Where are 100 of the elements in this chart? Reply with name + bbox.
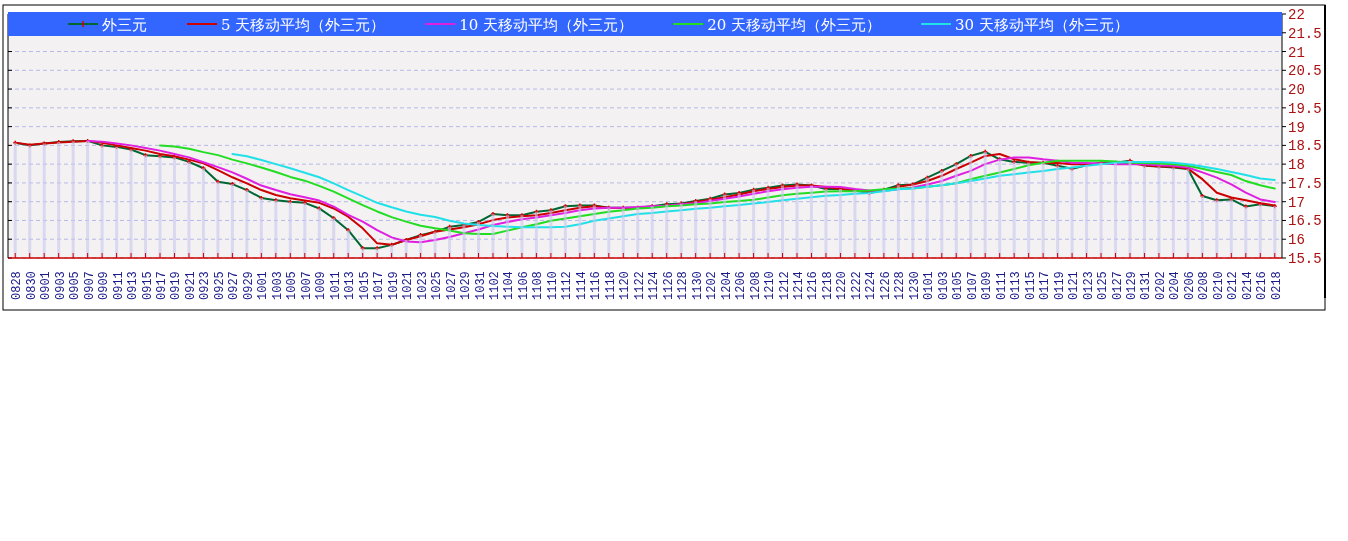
- y-tick-label: 15.5: [1288, 251, 1322, 267]
- x-tick-label: 1001: [256, 271, 271, 300]
- x-tick-label: 1025: [430, 271, 445, 300]
- x-tick-label: 1019: [386, 271, 401, 300]
- x-tick-label: 1224: [864, 271, 879, 300]
- x-tick-label: 1027: [444, 271, 459, 300]
- x-tick-label: 1222: [849, 271, 864, 300]
- y-tick-label: 17.5: [1288, 175, 1322, 192]
- x-tick-label: 1124: [647, 271, 662, 300]
- x-tick-label: 1023: [415, 271, 430, 300]
- x-tick-label: 0911: [111, 271, 126, 300]
- x-tick-label: 1118: [603, 271, 618, 300]
- x-tick-label: 0107: [965, 271, 980, 300]
- legend-label: 30 天移动平均（外三元）: [955, 16, 1129, 34]
- x-tick-label: 1029: [459, 271, 474, 300]
- x-tick-label: 0101: [922, 271, 937, 300]
- x-tick-label: 0127: [1110, 271, 1125, 300]
- x-tick-label: 0109: [980, 271, 995, 300]
- x-tick-label: 0216: [1255, 271, 1270, 300]
- x-tick-label: 0921: [183, 271, 198, 300]
- x-tick-label: 1126: [661, 271, 676, 300]
- x-tick-label: 1202: [705, 271, 720, 300]
- x-tick-label: 1112: [560, 271, 575, 300]
- x-tick-label: 0113: [1009, 271, 1024, 300]
- legend-label: 20 天移动平均（外三元）: [707, 16, 882, 34]
- x-tick-label: 0208: [1197, 271, 1212, 300]
- x-tick-label: 1208: [748, 271, 763, 300]
- y-tick-label: 18.5: [1288, 138, 1322, 155]
- x-tick-label: 1206: [734, 271, 749, 300]
- y-tick-label: 18: [1288, 157, 1305, 174]
- x-tick-label: 0214: [1240, 271, 1255, 300]
- x-tick-label: 1230: [907, 271, 922, 300]
- x-tick-label: 1120: [618, 271, 633, 300]
- y-tick-label: 20.5: [1288, 63, 1322, 80]
- x-tick-label: 1218: [820, 271, 835, 300]
- x-tick-label: 0909: [97, 271, 112, 300]
- x-tick-label: 0917: [155, 271, 170, 300]
- x-tick-label: 1216: [806, 271, 821, 300]
- y-tick-label: 21.5: [1288, 25, 1322, 42]
- x-tick-label: 0119: [1052, 271, 1067, 300]
- x-tick-label: 1214: [792, 271, 807, 300]
- y-tick-label: 22: [1288, 7, 1305, 23]
- x-tick-label: 1011: [328, 271, 343, 300]
- x-tick-label: 1220: [835, 271, 850, 300]
- x-tick-label: 0903: [53, 271, 68, 300]
- x-tick-label: 0117: [1038, 271, 1053, 300]
- x-tick-label: 0925: [212, 271, 227, 300]
- x-tick-label: 1204: [719, 271, 734, 300]
- x-tick-label: 1017: [372, 271, 387, 300]
- x-tick-label: 0828: [10, 271, 25, 300]
- x-tick-label: 0129: [1124, 271, 1139, 300]
- x-tick-label: 0905: [68, 271, 83, 300]
- x-tick-label: 0121: [1067, 271, 1082, 300]
- x-tick-label: 1130: [690, 271, 705, 300]
- x-tick-label: 1005: [285, 271, 300, 300]
- x-tick-label: 1021: [401, 271, 416, 300]
- x-tick-label: 1212: [777, 271, 792, 300]
- x-tick-label: 1104: [502, 271, 517, 300]
- x-tick-label: 0131: [1139, 271, 1154, 300]
- y-tick-label: 21: [1288, 44, 1305, 61]
- x-tick-label: 0919: [169, 271, 184, 300]
- x-tick-label: 0202: [1153, 271, 1168, 300]
- x-tick-label: 1013: [343, 271, 358, 300]
- x-tick-label: 1108: [531, 271, 546, 300]
- x-tick-label: 1009: [314, 271, 329, 300]
- y-tick-label: 19: [1288, 119, 1305, 136]
- y-tick-label: 16.5: [1288, 213, 1322, 230]
- x-tick-label: 0105: [951, 271, 966, 300]
- x-tick-label: 0123: [1081, 271, 1096, 300]
- x-tick-label: 0210: [1211, 271, 1226, 300]
- y-tick-label: 17: [1288, 194, 1305, 211]
- x-tick-label: 0913: [126, 271, 141, 300]
- y-tick-label: 20: [1288, 82, 1305, 99]
- x-tick-label: 0204: [1168, 271, 1183, 300]
- x-tick-label: 1122: [632, 271, 647, 300]
- x-tick-label: 0206: [1182, 271, 1197, 300]
- x-tick-label: 1210: [763, 271, 778, 300]
- x-tick-label: 1116: [589, 271, 604, 300]
- x-tick-label: 1003: [270, 271, 285, 300]
- x-tick-label: 0115: [1023, 271, 1038, 300]
- x-tick-label: 0901: [39, 271, 54, 300]
- x-tick-label: 0103: [936, 271, 951, 300]
- x-tick-label: 0111: [994, 271, 1009, 300]
- legend-label: 10 天移动平均（外三元）: [459, 16, 634, 34]
- y-tick-label: 16: [1288, 232, 1305, 249]
- x-tick-label: 0212: [1226, 271, 1241, 300]
- x-tick-label: 1007: [299, 271, 314, 300]
- x-tick-label: 0218: [1269, 271, 1284, 300]
- x-tick-label: 0907: [82, 271, 97, 300]
- legend-label: 外三元: [102, 16, 147, 34]
- x-tick-label: 1106: [516, 271, 531, 300]
- x-tick-label: 1102: [487, 271, 502, 300]
- y-tick-label: 19.5: [1288, 100, 1322, 117]
- legend-label: 5 天移动平均（外三元）: [221, 16, 386, 34]
- x-tick-label: 0923: [198, 271, 213, 300]
- x-tick-label: 1226: [878, 271, 893, 300]
- x-tick-label: 0125: [1096, 271, 1111, 300]
- x-tick-label: 1015: [357, 271, 372, 300]
- x-tick-label: 1110: [545, 271, 560, 300]
- x-tick-label: 1228: [893, 271, 908, 300]
